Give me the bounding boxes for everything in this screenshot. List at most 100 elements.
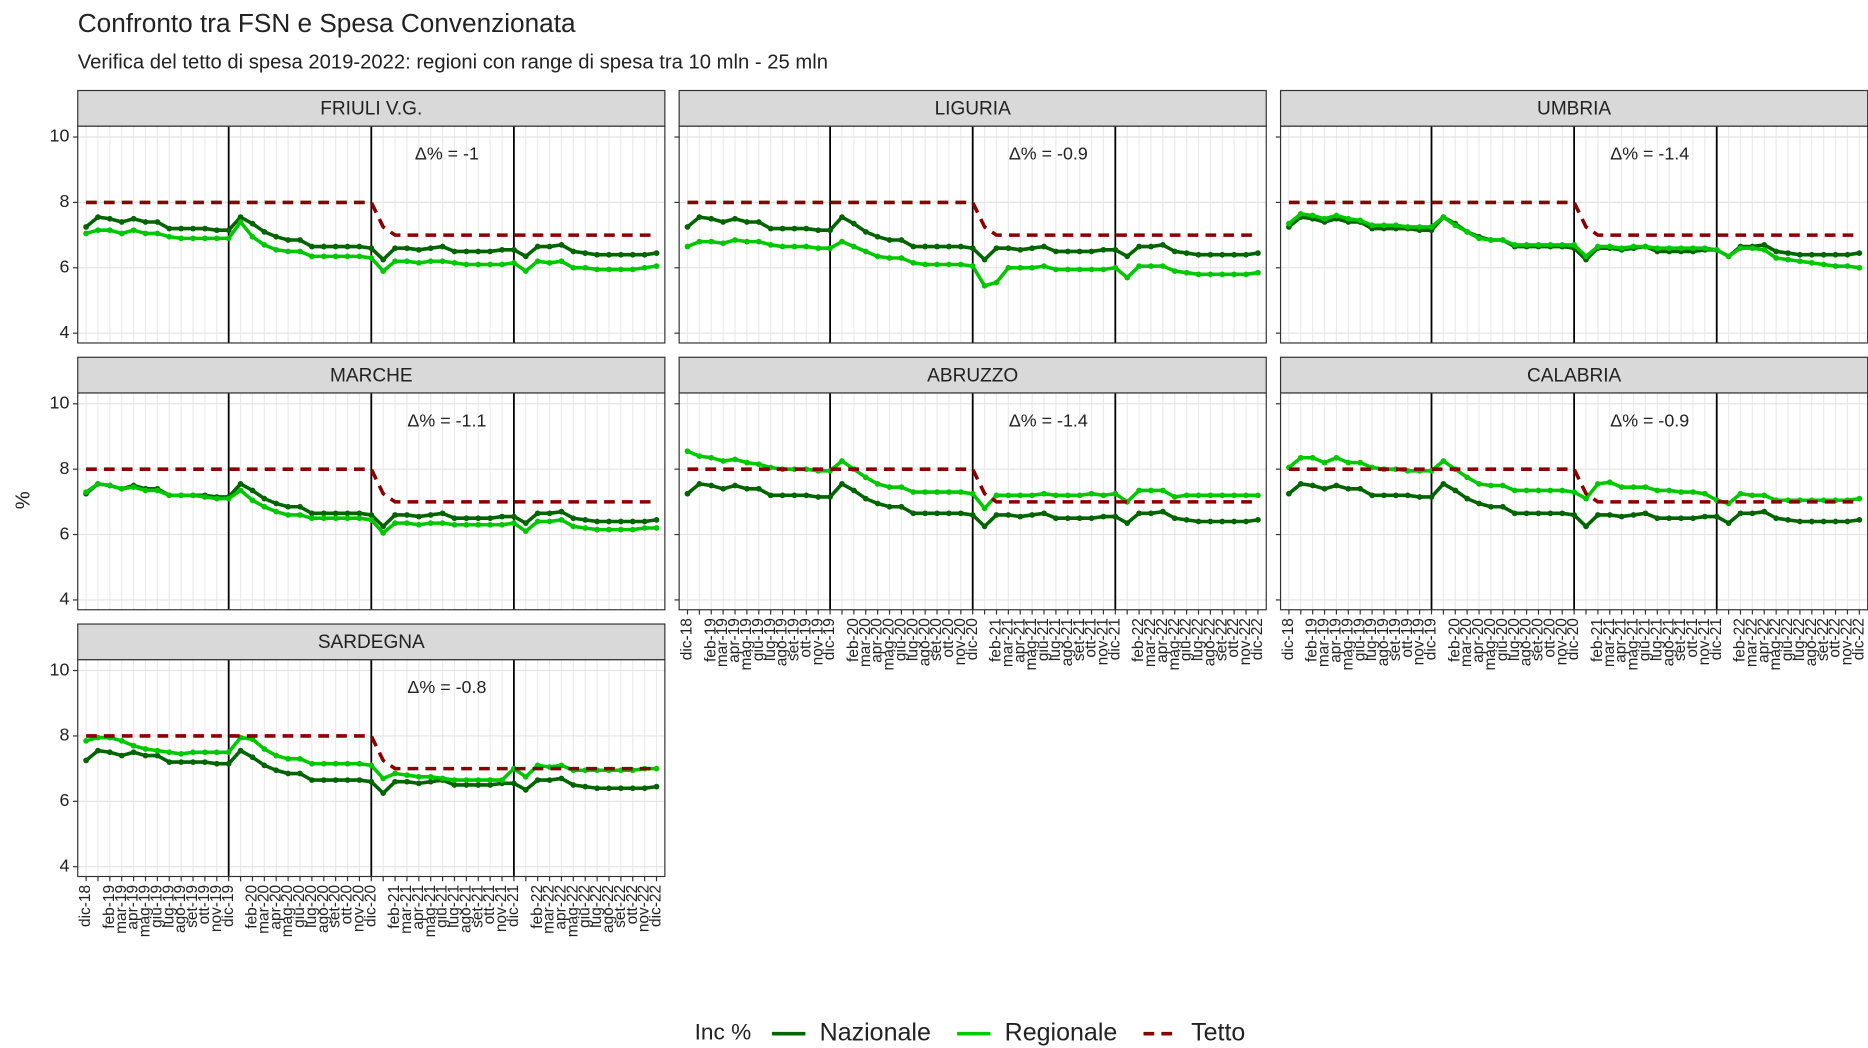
point bbox=[629, 526, 636, 533]
line bbox=[1288, 200, 1860, 237]
point bbox=[225, 235, 232, 242]
point bbox=[1159, 263, 1166, 270]
point bbox=[641, 785, 648, 792]
point bbox=[1404, 224, 1411, 230]
point bbox=[653, 250, 660, 256]
point bbox=[1773, 248, 1780, 255]
point bbox=[653, 783, 660, 790]
facet: UMBRIA Δ% = -1.4 bbox=[1275, 89, 1868, 344]
x-tick-label: ott-21 bbox=[481, 885, 498, 925]
point bbox=[427, 245, 434, 252]
point bbox=[463, 261, 470, 268]
point bbox=[1309, 212, 1316, 219]
point bbox=[130, 484, 137, 491]
point bbox=[273, 767, 280, 774]
point bbox=[1100, 266, 1107, 273]
point bbox=[570, 248, 577, 255]
point bbox=[404, 772, 410, 779]
point bbox=[356, 253, 363, 260]
x-tick-label: feb-20 bbox=[244, 885, 261, 929]
point bbox=[1428, 494, 1435, 500]
x-tick-label: ott-21 bbox=[1684, 618, 1701, 658]
point bbox=[1749, 245, 1756, 252]
point bbox=[1286, 220, 1292, 227]
point bbox=[618, 785, 624, 792]
point bbox=[696, 481, 703, 487]
y-tick-label: 6 bbox=[59, 257, 69, 277]
x-tick-label: feb-19 bbox=[702, 618, 719, 662]
x-tick-label: mar-20 bbox=[857, 618, 874, 667]
point bbox=[1452, 222, 1459, 229]
point bbox=[1618, 245, 1625, 252]
point bbox=[154, 752, 161, 759]
point bbox=[118, 485, 125, 492]
point bbox=[273, 508, 280, 515]
point bbox=[946, 489, 952, 495]
point bbox=[1761, 242, 1768, 248]
point bbox=[1231, 492, 1238, 499]
strip bbox=[678, 89, 1267, 127]
point bbox=[1690, 515, 1696, 522]
point bbox=[1547, 510, 1554, 517]
point bbox=[1499, 237, 1506, 243]
point bbox=[511, 246, 517, 253]
point bbox=[696, 453, 703, 459]
point bbox=[1654, 245, 1661, 252]
x-tick-label: lug-22 bbox=[588, 885, 605, 928]
facet-title: FRIULI V.G. bbox=[320, 99, 422, 120]
x-tick-label: ott-20 bbox=[339, 885, 356, 925]
x-tick-label: giu-22 bbox=[1178, 618, 1195, 661]
point bbox=[320, 515, 327, 522]
chart-title: Confronto tra FSN e Spesa Convenzionata bbox=[78, 8, 576, 38]
x-tick-label: mag-20 bbox=[279, 885, 296, 937]
x-tick-label: nov-22 bbox=[1839, 618, 1856, 665]
point bbox=[1219, 251, 1226, 258]
point bbox=[815, 494, 822, 500]
point bbox=[427, 778, 434, 785]
point bbox=[606, 785, 612, 792]
point bbox=[791, 492, 798, 499]
point bbox=[1797, 251, 1803, 258]
point bbox=[1357, 459, 1364, 466]
x-tick-label: giu-21 bbox=[1035, 618, 1052, 661]
y-tick-label: 4 bbox=[59, 589, 69, 609]
point bbox=[1345, 459, 1352, 466]
point bbox=[1583, 523, 1589, 530]
point bbox=[1100, 492, 1107, 499]
x-tick-label: dic-21 bbox=[1708, 618, 1725, 660]
facet: LIGURIA Δ% = -0.9 bbox=[674, 89, 1267, 344]
point bbox=[332, 510, 339, 517]
x-tick-label: mar-19 bbox=[714, 618, 731, 667]
point bbox=[969, 263, 976, 270]
point bbox=[546, 510, 553, 517]
point bbox=[755, 238, 762, 245]
annotation: Δ% = -0.8 bbox=[407, 677, 486, 697]
point bbox=[1701, 245, 1708, 252]
point bbox=[439, 258, 446, 265]
point bbox=[1159, 242, 1166, 248]
point bbox=[1064, 248, 1071, 255]
point bbox=[106, 227, 113, 234]
point bbox=[1488, 503, 1494, 510]
x-tick-label: mar-21 bbox=[1601, 618, 1618, 667]
x-tick-label: feb-22 bbox=[1130, 618, 1147, 662]
point bbox=[1064, 492, 1071, 499]
point bbox=[1243, 251, 1249, 258]
point bbox=[629, 785, 636, 792]
point bbox=[1017, 513, 1024, 520]
point bbox=[451, 782, 458, 788]
point bbox=[213, 235, 220, 242]
legend-label: Tetto bbox=[1191, 1018, 1245, 1046]
point bbox=[708, 454, 715, 461]
point bbox=[320, 777, 327, 783]
point bbox=[1207, 492, 1214, 499]
y-tick-label: 8 bbox=[59, 191, 69, 211]
point bbox=[898, 237, 905, 243]
point bbox=[344, 515, 351, 522]
point bbox=[851, 220, 857, 227]
x-tick-label: dic-22 bbox=[1249, 618, 1266, 660]
point bbox=[1678, 515, 1684, 522]
point bbox=[720, 458, 726, 464]
point bbox=[981, 505, 988, 512]
point bbox=[1219, 271, 1226, 278]
